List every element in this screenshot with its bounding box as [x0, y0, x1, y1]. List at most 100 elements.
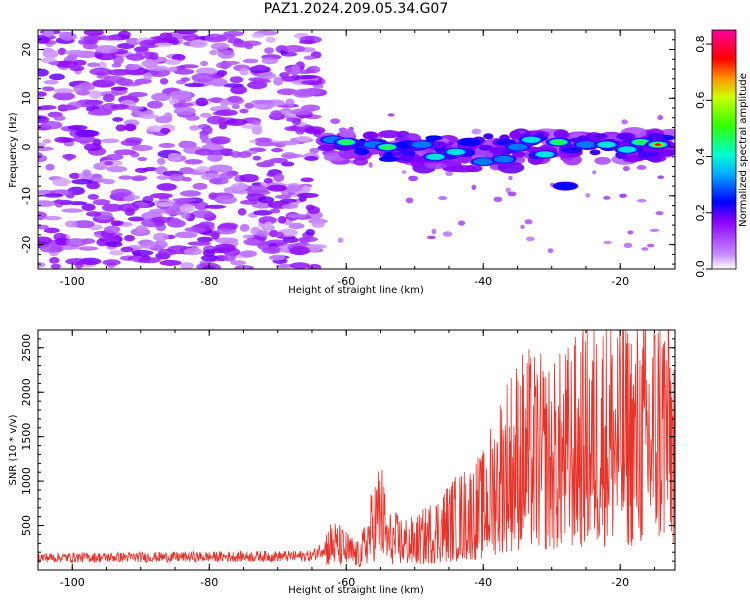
heatmap-cell: [225, 118, 248, 126]
heatmap-cell: [230, 85, 247, 95]
heatmap-cell: [231, 104, 240, 110]
heatmap-cell: [64, 153, 74, 161]
y-tick-label: 0: [20, 144, 33, 151]
heatmap-cell: [179, 204, 195, 213]
heatmap-cell: [520, 224, 525, 229]
heatmap-cell: [251, 119, 261, 126]
heatmap-cell: [305, 204, 315, 211]
heatmap-cell: [377, 130, 402, 139]
heatmap-cell: [263, 178, 273, 184]
y-tick-label: 1500: [20, 423, 33, 451]
heatmap-cell: [156, 175, 171, 180]
heatmap-cell: [138, 113, 159, 119]
heatmap-blob: [493, 155, 514, 163]
heatmap-cell: [655, 211, 664, 216]
heatmap-cell: [295, 135, 312, 142]
heatmap-cell: [92, 177, 107, 182]
heatmap-blob: [633, 139, 649, 145]
heatmap-cell: [207, 149, 232, 156]
heatmap-blob: [447, 148, 465, 155]
colorbar: 0.0 0.2 0.4 0.6 0.8 Normalized spectral ampl…: [694, 29, 749, 278]
heatmap-cell: [244, 102, 254, 109]
heatmap-cell: [307, 263, 322, 269]
heatmap-cell: [304, 126, 326, 135]
heatmap-cell: [49, 73, 65, 81]
heatmap-cell: [288, 222, 305, 230]
heatmap-cell: [263, 159, 276, 165]
heatmap-cell: [38, 146, 54, 151]
heatmap-cell: [270, 110, 283, 118]
heatmap-cell: [172, 197, 197, 203]
heatmap-cell: [159, 259, 182, 266]
y-tick-label: 2000: [20, 378, 33, 406]
heatmap-cell: [242, 58, 259, 64]
heatmap-blob: [553, 182, 577, 191]
heatmap-cell: [253, 209, 273, 216]
heatmap-cell: [153, 232, 169, 242]
heatmap-cell: [646, 243, 655, 248]
heatmap-cell: [277, 216, 287, 224]
heatmap-cell: [275, 263, 295, 269]
heatmap-cell: [242, 234, 255, 239]
heatmap-cell: [218, 122, 228, 130]
heatmap-cell: [168, 173, 185, 182]
snr-series-line: [38, 330, 675, 568]
heatmap-cell: [87, 193, 99, 200]
heatmap-cell: [57, 104, 78, 111]
heatmap-cell: [123, 196, 135, 202]
heatmap-cell: [118, 175, 134, 180]
heatmap-cell: [636, 164, 647, 170]
heatmap-cell: [227, 95, 243, 103]
heatmap-cell: [524, 219, 533, 225]
heatmap-cell: [52, 199, 73, 204]
y-tick-label: -20: [20, 236, 33, 254]
y-tick-label: 20: [20, 43, 33, 57]
heatmap-cell: [112, 117, 124, 122]
heatmap-cell: [126, 106, 144, 111]
heatmap-cell: [287, 213, 308, 219]
heatmap-cell: [163, 112, 173, 121]
heatmap-cell: [657, 115, 664, 121]
heatmap-cell: [69, 172, 81, 180]
heatmap-cell: [362, 131, 379, 140]
heatmap-cell: [141, 59, 159, 68]
heatmap-cell: [192, 182, 208, 190]
heatmap-cell: [478, 144, 494, 151]
heatmap-cell: [200, 254, 219, 262]
heatmap-cell: [286, 185, 303, 192]
heatmap-cell: [267, 245, 281, 254]
snr-panel: -100 -80 -60 -40 -20 500 1000 1500 2000 2500 Heig…: [8, 329, 676, 596]
snr-ticks: -100 -80 -60 -40 -20 500 1000 1500 2000 2500: [20, 329, 675, 589]
heatmap-cell: [53, 91, 75, 101]
heatmap-cell: [438, 196, 448, 201]
heatmap-cell: [217, 49, 235, 59]
heatmap-cell: [152, 208, 166, 214]
heatmap-cell: [309, 147, 320, 154]
heatmap-cell: [547, 248, 554, 254]
heatmap-cell: [162, 36, 179, 43]
heatmap-cell: [263, 221, 273, 230]
heatmap-cell: [239, 108, 249, 114]
heatmap-cell: [431, 228, 437, 235]
heatmap-cell: [354, 147, 370, 156]
heatmap-cell: [264, 47, 274, 54]
heatmap-cell: [106, 165, 128, 173]
heatmap-cell: [280, 198, 297, 203]
heatmap-cell: [243, 238, 261, 246]
heatmap-cell: [52, 177, 71, 187]
heatmap-cell: [146, 125, 163, 133]
heatmap-cell: [94, 45, 119, 54]
heatmap-cell: [73, 85, 84, 93]
colorbar-tick-label: 0.0: [694, 260, 707, 278]
heatmap-cell: [250, 99, 274, 105]
heatmap-cell: [290, 108, 313, 116]
heatmap-cell: [281, 161, 295, 167]
heatmap-cell: [170, 217, 182, 225]
heatmap-cell: [87, 110, 112, 116]
heatmap-cell: [71, 178, 93, 185]
heatmap-cell: [641, 247, 649, 251]
heatmap-cell: [112, 69, 132, 74]
heatmap-cell: [273, 76, 284, 86]
heatmap-cell: [131, 175, 148, 181]
